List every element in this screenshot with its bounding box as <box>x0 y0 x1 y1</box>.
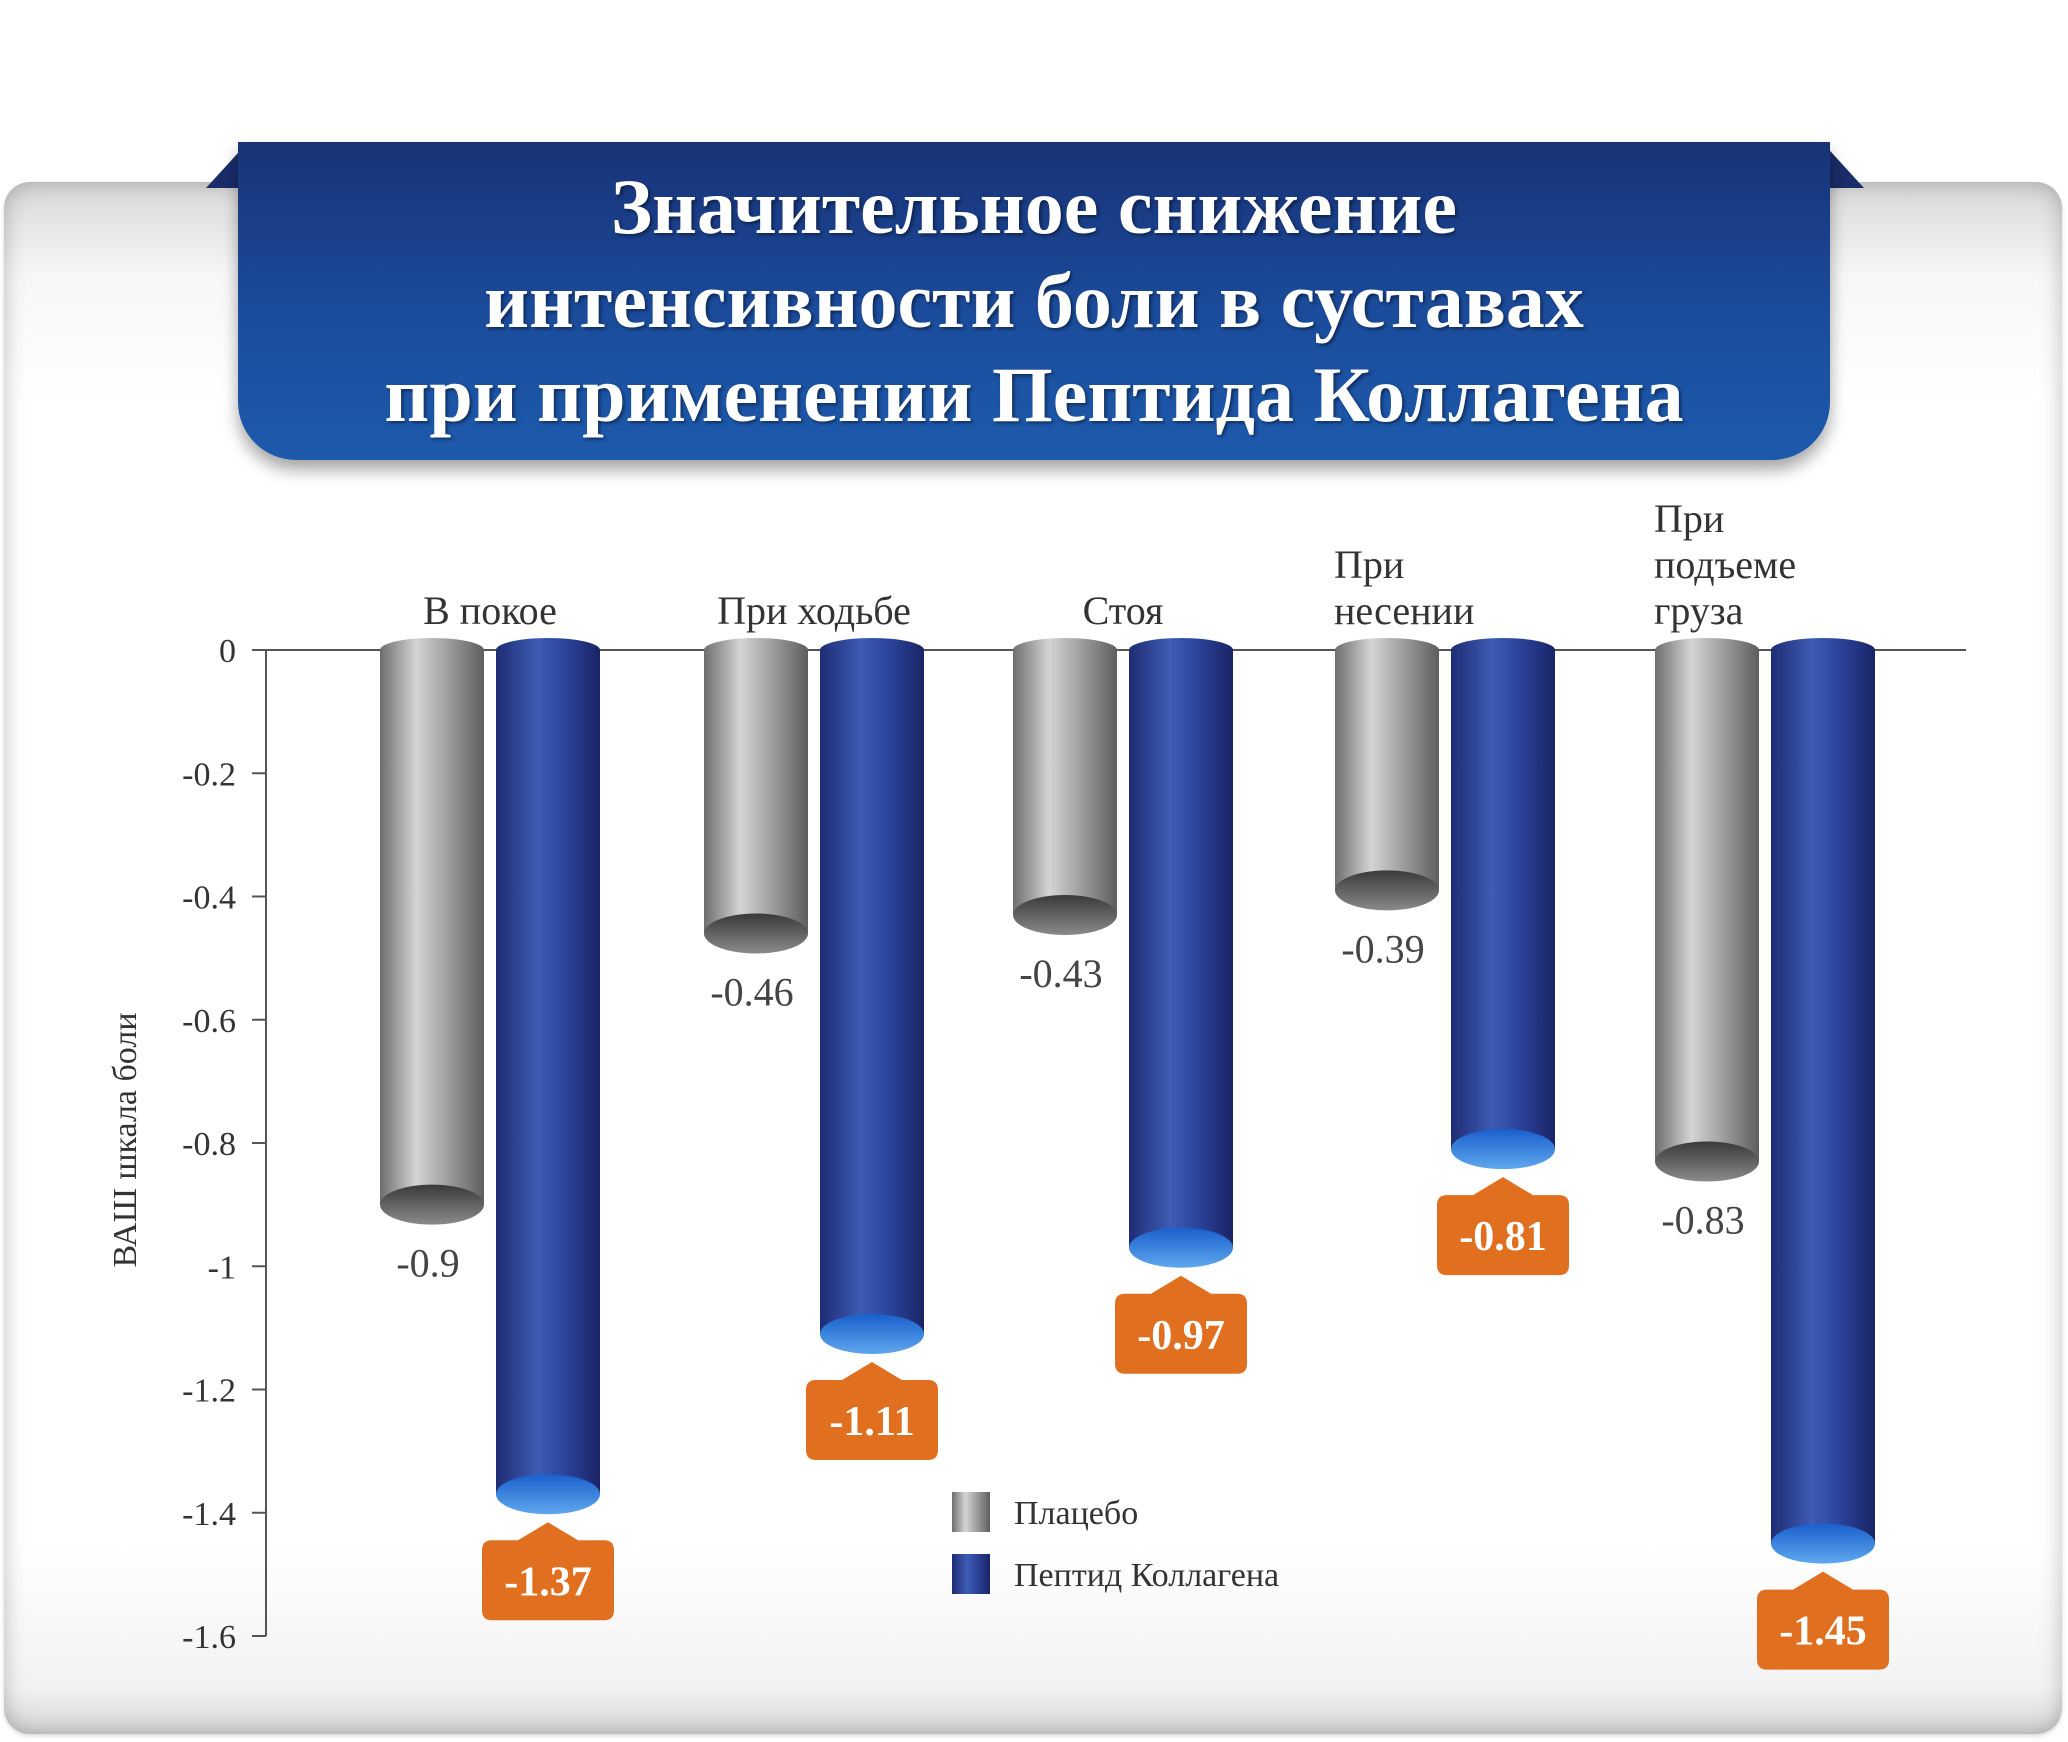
bar-top-cap <box>820 638 924 662</box>
placebo-value-label: -0.83 <box>1661 1197 1744 1242</box>
y-tick-label: 0 <box>219 633 236 670</box>
bar-bottom-cap <box>1771 1523 1875 1564</box>
value-badge <box>1757 1571 1889 1670</box>
legend-swatch-peptide <box>952 1554 990 1594</box>
peptide-value-label: -0.81 <box>1459 1214 1547 1260</box>
bar-peptide <box>820 650 924 1335</box>
placebo-value-label: -0.9 <box>396 1241 459 1286</box>
bar-top-cap <box>704 638 808 662</box>
bar-top-cap <box>1335 638 1439 662</box>
peptide-value-label: -1.11 <box>829 1399 914 1445</box>
bar-bottom-cap <box>1013 894 1117 935</box>
value-badge <box>806 1362 938 1461</box>
bar-bottom-cap <box>820 1314 924 1355</box>
bar-peptide <box>1129 650 1233 1248</box>
bar-bottom-cap <box>1335 870 1439 911</box>
peptide-value-label: -1.45 <box>1779 1609 1867 1655</box>
category-label: несении <box>1334 588 1474 633</box>
bar-top-cap <box>1129 638 1233 662</box>
category-label: При <box>1654 496 1724 541</box>
peptide-value-label: -1.37 <box>504 1559 592 1605</box>
category-label: подъеме <box>1654 542 1796 587</box>
bar-top-cap <box>1451 638 1555 662</box>
y-tick-label: -1.6 <box>182 1619 236 1656</box>
placebo-value-label: -0.39 <box>1341 926 1424 971</box>
legend-label-peptide: Пептид Коллагена <box>1014 1557 1279 1594</box>
y-tick-label: -0.8 <box>182 1126 236 1163</box>
title-banner: Значительное снижение интенсивности боли… <box>238 142 1830 460</box>
bar-placebo <box>704 650 808 934</box>
value-badge <box>1437 1177 1569 1276</box>
y-tick-label: -0.6 <box>182 1003 236 1040</box>
bar-bottom-cap <box>496 1474 600 1515</box>
bar-bottom-cap <box>1129 1227 1233 1268</box>
y-axis-title: ВАШ шкала боли <box>107 1012 144 1267</box>
bar-placebo <box>380 650 484 1205</box>
placebo-value-label: -0.43 <box>1019 951 1102 996</box>
value-badge <box>482 1522 614 1621</box>
bar-top-cap <box>380 638 484 662</box>
legend-label-placebo: Плацебо <box>1014 1495 1138 1532</box>
category-label: груза <box>1654 588 1744 633</box>
y-tick-label: -1.2 <box>182 1373 236 1410</box>
bar-peptide <box>1771 650 1875 1544</box>
bar-peptide <box>1451 650 1555 1150</box>
bar-top-cap <box>496 638 600 662</box>
bar-top-cap <box>1655 638 1759 662</box>
bar-bottom-cap <box>1451 1129 1555 1170</box>
peptide-value-label: -0.97 <box>1137 1313 1225 1359</box>
y-tick-label: -1 <box>208 1249 236 1286</box>
legend-swatch-placebo <box>952 1492 990 1532</box>
chart-title: Значительное снижение интенсивности боли… <box>384 163 1684 438</box>
category-label: При ходьбе <box>717 588 911 633</box>
bar-top-cap <box>1771 638 1875 662</box>
bar-bottom-cap <box>380 1184 484 1225</box>
bar-placebo <box>1335 650 1439 891</box>
value-badge <box>1115 1275 1247 1374</box>
bar-placebo <box>1013 650 1117 915</box>
placebo-value-label: -0.46 <box>710 969 793 1014</box>
category-label: При <box>1334 542 1404 587</box>
bar-bottom-cap <box>1655 1141 1759 1182</box>
bar-top-cap <box>1013 638 1117 662</box>
bar-peptide <box>496 650 600 1495</box>
category-label: Стоя <box>1083 588 1164 633</box>
y-tick-label: -0.2 <box>182 756 236 793</box>
bar-bottom-cap <box>704 913 808 954</box>
y-tick-label: -1.4 <box>182 1496 236 1533</box>
category-label: В покое <box>423 588 557 633</box>
bar-placebo <box>1655 650 1759 1162</box>
y-tick-label: -0.4 <box>182 880 236 917</box>
